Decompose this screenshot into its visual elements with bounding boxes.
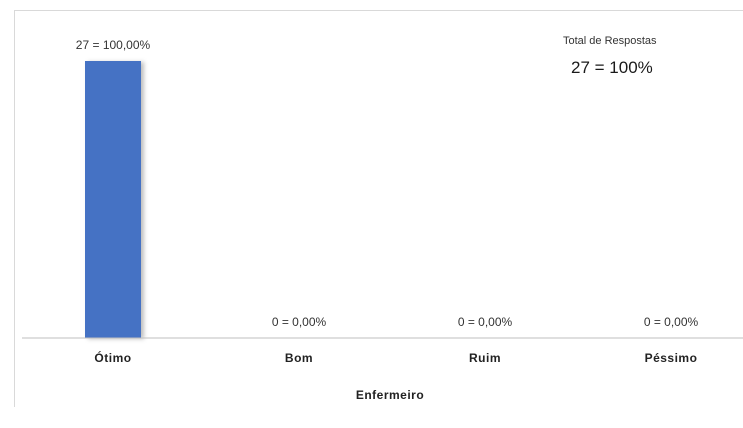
data-label-2: 0 = 0,00% <box>458 315 513 329</box>
bar-0 <box>85 61 141 338</box>
data-label-1: 0 = 0,00% <box>272 315 327 329</box>
category-label-3: Péssimo <box>645 351 698 365</box>
category-label-2: Ruim <box>469 351 501 365</box>
plot-area: 27 = 100,00% Ótimo 0 = 0,00% Bom 0 = 0,00% Ru… <box>76 38 699 365</box>
total-responses-value: 27 = 100% <box>571 58 653 77</box>
category-label-1: Bom <box>285 351 313 365</box>
x-axis-title: Enfermeiro <box>356 388 424 402</box>
data-label-0: 27 = 100,00% <box>76 38 151 52</box>
category-label-0: Ótimo <box>94 350 131 365</box>
data-label-3: 0 = 0,00% <box>644 315 699 329</box>
total-responses-title: Total de Respostas <box>563 35 657 47</box>
